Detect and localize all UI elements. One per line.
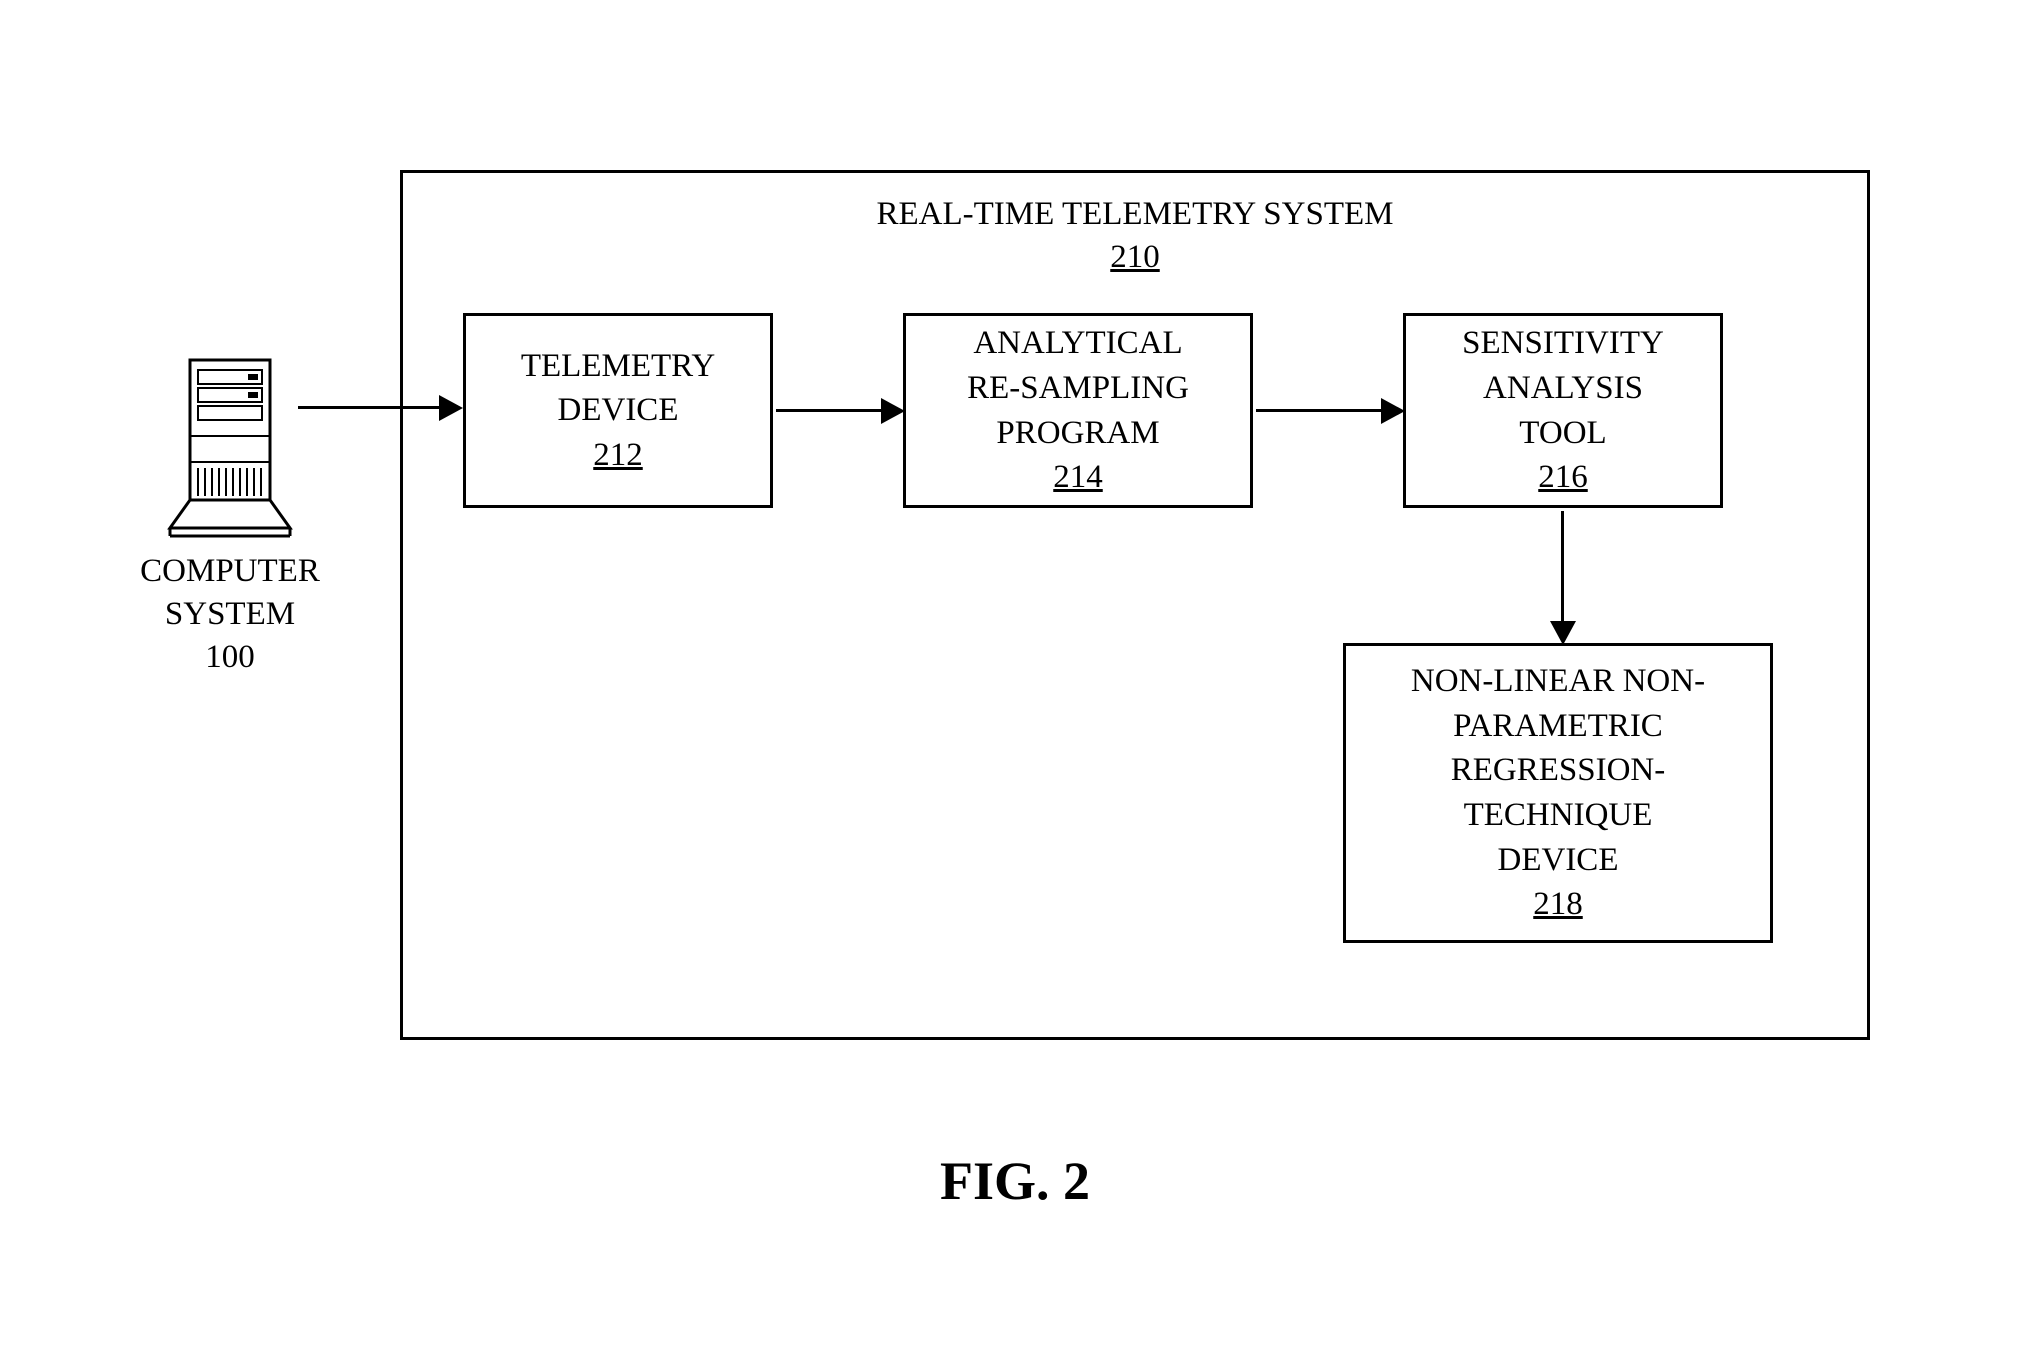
computer-label-ref: 100	[130, 636, 330, 679]
regression-ref: 218	[1533, 882, 1583, 927]
figure-caption: FIG. 2	[130, 1150, 1900, 1212]
analytical-ref: 214	[1053, 455, 1103, 500]
sensitivity-line3: TOOL	[1519, 411, 1606, 456]
regression-line5: DEVICE	[1498, 838, 1619, 883]
analytical-line1: ANALYTICAL	[973, 321, 1182, 366]
arrow-head-telemetry-to-analytical	[881, 398, 905, 424]
analytical-resampling-block: ANALYTICAL RE-SAMPLING PROGRAM 214	[903, 313, 1253, 508]
system-title: REAL-TIME TELEMETRY SYSTEM 210	[403, 193, 1867, 279]
computer-label: COMPUTER SYSTEM 100	[130, 550, 330, 679]
computer-label-line1: COMPUTER	[130, 550, 330, 593]
diagram-container: COMPUTER SYSTEM 100 REAL-TIME TELEMETRY …	[130, 170, 1900, 1270]
regression-block: NON-LINEAR NON- PARAMETRIC REGRESSION- T…	[1343, 643, 1773, 943]
sensitivity-line1: SENSITIVITY	[1462, 321, 1664, 366]
telemetry-ref: 212	[593, 433, 643, 478]
sensitivity-line2: ANALYSIS	[1483, 366, 1643, 411]
regression-line2: PARAMETRIC	[1453, 704, 1663, 749]
regression-line4: TECHNIQUE	[1464, 793, 1653, 838]
arrow-telemetry-to-analytical	[776, 409, 883, 412]
analytical-line2: RE-SAMPLING	[967, 366, 1189, 411]
arrow-head-sensitivity-to-regression	[1550, 621, 1576, 645]
system-title-ref: 210	[1110, 239, 1160, 275]
arrow-sensitivity-to-regression	[1561, 511, 1564, 623]
real-time-telemetry-system-box: REAL-TIME TELEMETRY SYSTEM 210 TELEMETRY…	[400, 170, 1870, 1040]
computer-label-line2: SYSTEM	[130, 593, 330, 636]
arrow-analytical-to-sensitivity	[1256, 409, 1383, 412]
telemetry-line1: TELEMETRY	[521, 344, 715, 389]
regression-line3: REGRESSION-	[1451, 748, 1666, 793]
regression-line1: NON-LINEAR NON-	[1411, 659, 1705, 704]
computer-system-node: COMPUTER SYSTEM 100	[130, 350, 330, 679]
analytical-line3: PROGRAM	[996, 411, 1159, 456]
sensitivity-analysis-block: SENSITIVITY ANALYSIS TOOL 216	[1403, 313, 1723, 508]
computer-tower-icon	[160, 350, 300, 540]
system-title-text: REAL-TIME TELEMETRY SYSTEM	[877, 196, 1394, 232]
telemetry-line2: DEVICE	[558, 388, 679, 433]
telemetry-device-block: TELEMETRY DEVICE 212	[463, 313, 773, 508]
sensitivity-ref: 216	[1538, 455, 1588, 500]
arrow-head-analytical-to-sensitivity	[1381, 398, 1405, 424]
